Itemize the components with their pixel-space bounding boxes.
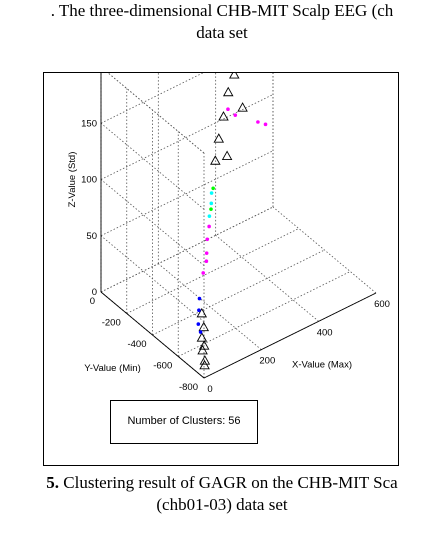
z-tick-label: 0 — [92, 287, 97, 298]
x-axis-line — [203, 292, 377, 379]
grid-layer — [100, 73, 377, 379]
data-point-dot — [211, 186, 215, 191]
caption-bottom-line-2: (chb01-03) data set — [156, 495, 288, 514]
data-point-dot — [197, 296, 202, 301]
scatter-3d-plot: 0200400600-800-600-400-2000050100150200X… — [67, 73, 390, 395]
data-point-triangle — [210, 155, 221, 165]
data-point-triangle — [196, 332, 208, 342]
y-axis-line — [100, 291, 205, 379]
x-axis-label: X-Value (Max) — [292, 360, 352, 371]
data-point-triangle — [237, 102, 248, 112]
data-point-dot — [201, 271, 206, 275]
data-point-triangle — [198, 321, 210, 332]
grid-back-z — [100, 73, 204, 124]
data-point-dot — [263, 122, 268, 127]
data-point-triangle — [221, 150, 233, 160]
data-point-dot — [196, 322, 201, 326]
z-tick-label: 100 — [81, 175, 97, 186]
y-tick-label: -200 — [102, 318, 121, 329]
grid-left-z — [100, 179, 205, 266]
data-point-dot — [205, 237, 210, 242]
grid-floor-y — [126, 228, 299, 314]
data-point-dot — [207, 214, 212, 218]
grid-back-z — [100, 206, 274, 293]
data-point-dot — [256, 120, 260, 124]
data-point-dot — [233, 113, 238, 117]
caption-bottom-text: Clustering result of GAGR on the CHB-MIT… — [59, 473, 398, 492]
data-point-triangle — [229, 73, 240, 79]
y-axis-label: Y-Value (Min) — [84, 363, 141, 374]
z-tick-label: 50 — [86, 231, 97, 242]
data-point-dot — [207, 224, 211, 229]
x-tick-label: 600 — [374, 299, 390, 310]
grid-back-z — [100, 150, 274, 237]
data-point-triangle — [199, 359, 210, 370]
data-point-dot — [209, 191, 214, 195]
y-tick-label: -600 — [153, 361, 172, 372]
grid-back-z — [100, 94, 274, 180]
grid-floor-x — [215, 235, 319, 322]
data-point-triangle — [222, 86, 234, 97]
grid-top-edge — [107, 73, 205, 154]
data-point-triangle — [198, 340, 210, 350]
x-tick-label: 400 — [317, 327, 333, 338]
caption-top-line-1: . The three-dimensional CHB-MIT Scalp EE… — [50, 1, 394, 20]
data-point-dot — [198, 330, 203, 334]
data-point-triangle — [218, 111, 229, 121]
caption-figure-number: 5. — [46, 473, 60, 492]
x-tick-label: 0 — [207, 384, 212, 395]
data-point-dot — [204, 251, 209, 255]
data-point-triangle — [196, 307, 208, 318]
data-point-dot — [226, 107, 230, 112]
grid-floor-y — [152, 249, 325, 336]
grid-left-z — [100, 235, 205, 323]
caption-bottom-line-1: 5. Clustering result of GAGR on the CHB-… — [0, 473, 444, 493]
y-tick-label: -400 — [127, 339, 146, 350]
data-point-dot — [204, 259, 209, 264]
data-point-triangle — [213, 133, 225, 143]
cluster-count-box: Number of Clusters: 56 — [110, 400, 258, 444]
grid-left-z — [100, 122, 205, 210]
x-tick-label: 200 — [259, 356, 275, 367]
data-point-dot — [209, 201, 214, 206]
data-point-dot — [197, 308, 201, 312]
z-axis-label: Z-Value (Std) — [67, 152, 78, 208]
data-point-dot — [209, 207, 213, 211]
caption-top-line-2: data set — [196, 23, 248, 42]
figure-frame: 0200400600-800-600-400-2000050100150200X… — [43, 72, 399, 466]
z-tick-label: 150 — [81, 118, 97, 129]
grid-floor-y — [178, 271, 351, 357]
data-point-triangle — [197, 344, 208, 355]
grid-floor-x — [272, 206, 377, 294]
data-point-triangle — [199, 355, 211, 365]
y-tick-label: 0 — [90, 296, 95, 307]
y-tick-label: -800 — [179, 382, 198, 393]
points-layer — [196, 73, 268, 370]
axis-layer: 0200400600-800-600-400-2000050100150200X… — [67, 73, 390, 395]
cluster-count-label: Number of Clusters: 56 — [127, 415, 241, 427]
